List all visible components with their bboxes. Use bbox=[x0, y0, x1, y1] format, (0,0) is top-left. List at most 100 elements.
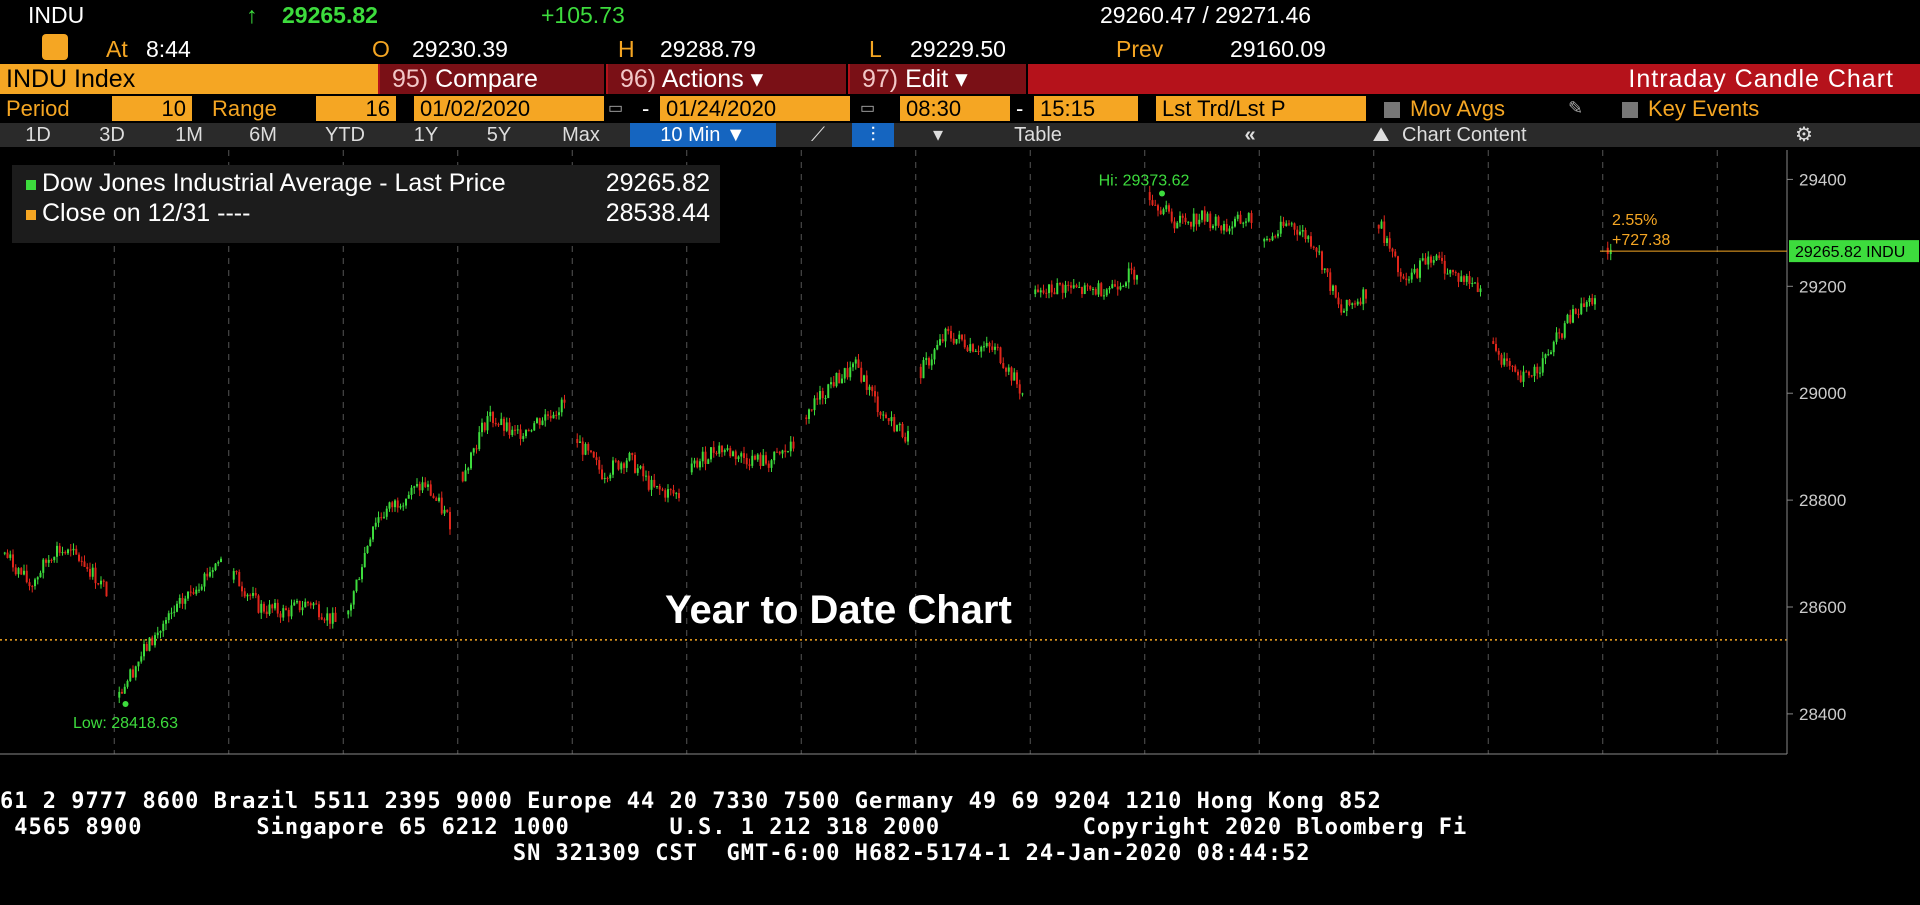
interval-select[interactable]: 10 Min ▼ bbox=[630, 123, 776, 147]
candle-body bbox=[67, 549, 69, 554]
range-button-5y[interactable]: 5Y bbox=[486, 124, 512, 146]
candle-body bbox=[1048, 284, 1050, 294]
calendar-icon[interactable]: ▭ bbox=[608, 100, 624, 117]
period-input[interactable]: 10 bbox=[112, 96, 192, 121]
candle-body bbox=[893, 417, 896, 432]
bid-ask: 29260.47 / 29271.46 bbox=[1100, 2, 1312, 28]
candle-body bbox=[187, 591, 189, 599]
candle-body bbox=[1443, 260, 1446, 274]
actions-button[interactable]: 96) Actions ▾ bbox=[608, 64, 848, 94]
candle-body bbox=[372, 526, 374, 540]
candle-body bbox=[1566, 314, 1569, 324]
candle-body bbox=[178, 597, 181, 604]
candle-body bbox=[544, 414, 547, 421]
candle-body bbox=[1591, 298, 1594, 305]
candle-body bbox=[983, 346, 985, 348]
end-date-input[interactable]: 01/24/2020 bbox=[660, 96, 850, 121]
candle-body bbox=[1192, 213, 1195, 227]
candle-body bbox=[1552, 341, 1555, 353]
candle-body bbox=[767, 463, 770, 468]
range-bar: 1D 3D 1M 6M YTD 1Y 5Y Max 10 Min ▼ ⟋ ⫶ ▾… bbox=[0, 123, 1920, 147]
line-chart-icon[interactable]: ⟋ bbox=[811, 124, 825, 146]
security-field[interactable]: INDU Index bbox=[0, 64, 378, 94]
range-button-1d[interactable]: 1D bbox=[25, 124, 51, 146]
candle-body bbox=[699, 461, 701, 468]
range-button-max[interactable]: Max bbox=[562, 124, 600, 146]
candle-body bbox=[693, 460, 696, 464]
candle-body bbox=[1321, 251, 1323, 270]
candle-body bbox=[961, 334, 963, 340]
candle-body bbox=[56, 545, 58, 557]
candle-body bbox=[486, 416, 489, 431]
annotations: Hi: 29373.62 Low: 28418.63 2.55% +727.38 292… bbox=[73, 172, 1919, 732]
chart-legend[interactable]: Dow Jones Industrial Average - Last Pric… bbox=[12, 165, 720, 243]
candle-body bbox=[1555, 332, 1558, 342]
candle-body bbox=[1282, 221, 1285, 226]
range-input[interactable]: 16 bbox=[316, 96, 396, 121]
start-date-input[interactable]: 01/02/2020 bbox=[414, 96, 604, 121]
series2-value: 28538.44 bbox=[605, 199, 710, 227]
candle-body bbox=[952, 338, 955, 344]
candle-body bbox=[1170, 211, 1173, 222]
candle-body bbox=[563, 399, 566, 403]
candle-body bbox=[827, 384, 830, 399]
candle-body bbox=[658, 486, 661, 490]
candle-body bbox=[955, 339, 958, 344]
end-time-input[interactable]: 15:15 bbox=[1034, 96, 1138, 121]
candle-body bbox=[326, 613, 329, 621]
candle-body bbox=[126, 680, 129, 687]
candle-body bbox=[1452, 269, 1454, 273]
compare-button[interactable]: 95) Compare bbox=[380, 64, 606, 94]
candle-body bbox=[1228, 228, 1231, 232]
candle-body bbox=[876, 396, 879, 413]
edit-button[interactable]: 97) Edit ▾ bbox=[850, 64, 1028, 94]
candle-body bbox=[595, 457, 598, 461]
candle-body bbox=[1122, 286, 1125, 288]
mov-avgs-checkbox[interactable]: Mov Avgs bbox=[1384, 96, 1505, 121]
candle-body bbox=[1427, 256, 1430, 265]
candle-body bbox=[963, 339, 966, 348]
candle-body bbox=[140, 656, 143, 662]
range-button-1y[interactable]: 1Y bbox=[413, 124, 439, 146]
candle-body bbox=[1421, 258, 1424, 261]
chart-content-button[interactable]: Chart Content bbox=[1402, 124, 1527, 146]
high-value: 29288.79 bbox=[660, 36, 756, 62]
chevron-down-icon[interactable]: ▾ bbox=[932, 124, 944, 146]
start-time-input[interactable]: 08:30 bbox=[900, 96, 1010, 121]
candle-body bbox=[399, 506, 402, 508]
calendar-icon[interactable]: ▭ bbox=[860, 100, 876, 117]
candle-body bbox=[1301, 229, 1304, 232]
candle-body bbox=[1528, 371, 1530, 376]
candle-body bbox=[1266, 238, 1268, 240]
key-events-checkbox[interactable]: Key Events bbox=[1622, 96, 1759, 121]
candle-body bbox=[1377, 224, 1380, 229]
candle-chart-icon[interactable]: ⫶ bbox=[852, 123, 894, 147]
range-button-1m[interactable]: 1M bbox=[175, 124, 203, 146]
range-button-6m[interactable]: 6M bbox=[249, 124, 277, 146]
compare-number: 95) bbox=[392, 65, 429, 93]
candle-body bbox=[1476, 282, 1479, 292]
candle-body bbox=[792, 441, 795, 449]
candle-body bbox=[257, 595, 260, 613]
gear-icon[interactable]: ⚙ bbox=[1795, 124, 1813, 146]
collapse-icon[interactable]: « bbox=[1244, 124, 1256, 146]
candle-body bbox=[58, 545, 61, 553]
clock-icon[interactable] bbox=[42, 34, 68, 60]
candle-body bbox=[781, 450, 784, 454]
candle-body bbox=[1296, 229, 1299, 235]
candle-body bbox=[1519, 375, 1522, 382]
candle-body bbox=[347, 610, 350, 615]
candle-body bbox=[1594, 298, 1596, 305]
pencil-icon[interactable]: ✎ bbox=[1568, 98, 1584, 118]
candle-body bbox=[503, 418, 505, 431]
candle-body bbox=[612, 460, 614, 475]
candle-body bbox=[1351, 303, 1354, 305]
range-button-3d[interactable]: 3D bbox=[99, 124, 125, 146]
candle-body bbox=[36, 577, 39, 580]
chevron-down-icon: ▾ bbox=[750, 65, 764, 93]
y-tick-label: 29400 bbox=[1799, 170, 1846, 189]
price-type-select[interactable]: Lst Trd/Lst P bbox=[1156, 96, 1366, 121]
range-button-ytd[interactable]: YTD bbox=[325, 124, 365, 146]
table-button[interactable]: Table bbox=[1014, 124, 1062, 146]
